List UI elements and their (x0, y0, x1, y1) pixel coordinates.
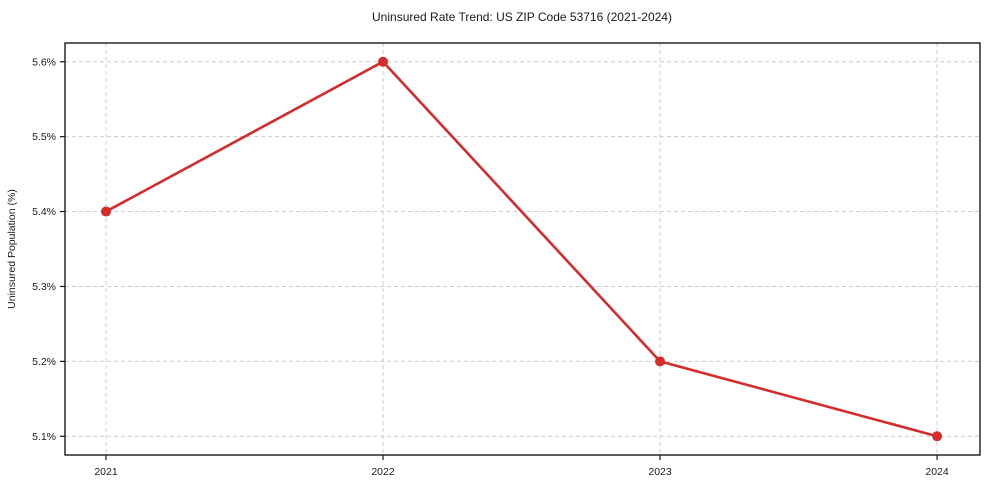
data-point-marker (100, 206, 111, 217)
trend-line (104, 60, 939, 438)
y-tick-label: 5.5% (32, 131, 56, 143)
y-tick-label: 5.6% (32, 56, 56, 68)
chart-title: Uninsured Rate Trend: US ZIP Code 53716 … (372, 10, 672, 24)
x-tick-label: 2022 (371, 466, 395, 478)
y-tick-label: 5.4% (32, 206, 56, 218)
y-axis-label: Uninsured Population (%) (6, 189, 18, 309)
y-tick-label: 5.2% (32, 356, 56, 368)
data-series (100, 56, 943, 442)
gridlines (65, 43, 980, 455)
y-tick-label: 5.1% (32, 431, 56, 443)
x-tick-label: 2021 (94, 466, 118, 478)
data-point-marker (655, 356, 666, 367)
axis-tick-marks (60, 61, 938, 460)
data-point-marker (932, 431, 943, 442)
y-tick-label: 5.3% (32, 281, 56, 293)
x-tick-label: 2023 (648, 466, 672, 478)
data-point-marker (378, 56, 389, 67)
tick-labels: 5.1% 5.2% 5.3% 5.4% 5.5% 5.6% 2021 2022 2023 2024 (32, 56, 949, 478)
chart-decor: 5.1% 5.2% 5.3% 5.4% 5.5% 5.6% 2021 2022 2023 2024 (32, 42, 981, 478)
plot-border (64, 42, 981, 456)
x-tick-label: 2024 (925, 466, 949, 478)
